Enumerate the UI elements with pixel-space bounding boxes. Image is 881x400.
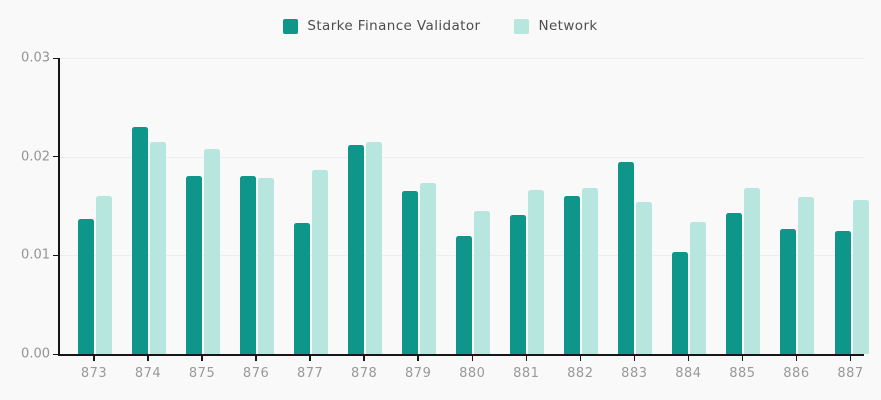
x-axis-tick <box>687 356 690 361</box>
x-tick-label: 881 <box>513 366 540 381</box>
bar-network-883 <box>636 202 653 354</box>
x-tick-label: 882 <box>567 366 594 381</box>
bar-network-882 <box>582 188 599 354</box>
bar-validator-876 <box>240 176 257 354</box>
y-tick-label: 0.01 <box>21 247 50 263</box>
gridline <box>60 58 864 59</box>
x-tick-label: 874 <box>134 366 162 381</box>
x-tick-label: 879 <box>405 366 432 381</box>
x-tick-label: 880 <box>459 366 486 381</box>
x-axis-tick <box>309 356 311 361</box>
bar-network-877 <box>312 169 329 354</box>
x-axis-tick <box>525 356 528 361</box>
bar-validator-873 <box>78 218 94 354</box>
bar-network-881 <box>528 190 545 354</box>
bar-validator-881 <box>510 214 527 354</box>
y-axis-tick <box>53 57 58 59</box>
bar-network-885 <box>744 188 761 354</box>
bar-network-879 <box>420 183 437 354</box>
bar-network-878 <box>366 141 383 354</box>
bar-validator-883 <box>618 161 635 354</box>
y-tick-label: 0.02 <box>21 149 50 165</box>
x-axis-tick <box>849 356 852 361</box>
y-axis-tick <box>53 156 58 158</box>
x-tick-label: 875 <box>188 366 216 381</box>
y-tick-label: 0.03 <box>21 50 50 66</box>
bar-network-884 <box>690 221 707 354</box>
x-tick-label: 873 <box>80 366 108 381</box>
x-axis-tick <box>363 356 365 361</box>
y-axis-tick <box>53 254 58 256</box>
bar-validator-880 <box>456 235 473 354</box>
y-axis-tick <box>53 353 58 355</box>
x-axis-tick <box>633 356 636 361</box>
x-tick-label: 878 <box>351 366 378 381</box>
x-tick-label: 887 <box>837 366 864 381</box>
bar-validator-878 <box>348 144 365 354</box>
gridline <box>60 156 864 158</box>
bar-network-876 <box>258 178 275 354</box>
bar-validator-885 <box>726 212 743 354</box>
bar-network-887 <box>852 200 869 354</box>
legend-swatch-icon <box>283 18 299 34</box>
bar-validator-884 <box>672 252 689 354</box>
x-axis-tick <box>255 356 257 361</box>
x-axis-tick <box>795 356 798 361</box>
chart-legend: Starke Finance Validator Network <box>0 18 881 34</box>
bar-validator-877 <box>294 222 311 354</box>
bar-validator-875 <box>186 176 203 354</box>
bar-validator-882 <box>564 196 581 354</box>
x-tick-label: 885 <box>729 366 756 381</box>
bar-validator-886 <box>780 228 797 354</box>
legend-swatch-icon <box>514 18 530 34</box>
x-axis-tick <box>579 356 582 361</box>
x-axis-tick <box>417 356 419 361</box>
legend-item: Network <box>514 18 597 34</box>
x-tick-label: 876 <box>242 366 270 381</box>
bar-network-886 <box>798 197 815 354</box>
plot-area: 0.00 0.01 0.02 0.03 873 874 875 876 877 878 879 880… <box>21 51 869 381</box>
x-tick-label: 883 <box>621 366 648 381</box>
x-axis-tick <box>147 356 149 361</box>
x-axis-tick <box>93 356 95 361</box>
x-axis-tick <box>471 356 473 361</box>
bar-network-880 <box>474 210 491 354</box>
y-tick-label: 0.00 <box>21 346 50 362</box>
x-tick-label: 877 <box>296 366 324 381</box>
bar-network-874 <box>150 141 167 354</box>
legend-item: Starke Finance Validator <box>283 18 480 34</box>
bar-network-873 <box>96 196 112 354</box>
bar-validator-887 <box>834 230 851 354</box>
x-axis-tick <box>201 356 203 361</box>
bar-network-875 <box>204 148 221 354</box>
bar-validator-874 <box>132 127 149 354</box>
x-tick-label: 884 <box>675 366 702 381</box>
x-tick-label: 886 <box>783 366 810 381</box>
bar-validator-879 <box>402 191 419 354</box>
legend-label: Network <box>538 18 598 34</box>
legend-label: Starke Finance Validator <box>307 18 481 34</box>
x-axis-tick <box>741 356 744 361</box>
